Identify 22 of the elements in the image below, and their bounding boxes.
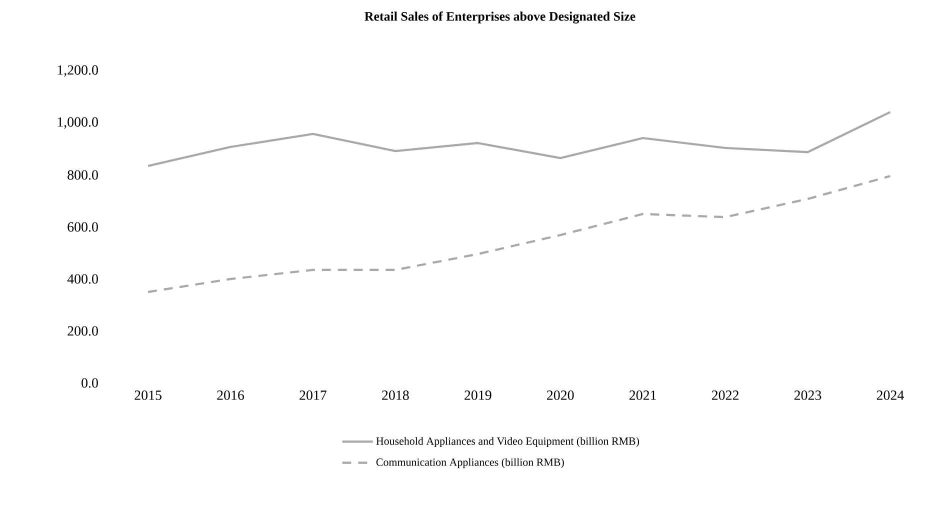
- line-series: [146, 110, 892, 167]
- y-tick-label: 600.0: [68, 222, 98, 232]
- legend-label: Household Appliances and Video Equipment (billion RMB): [376, 437, 640, 448]
- y-tick-label: 800.0: [68, 170, 98, 180]
- legend-label: Communication Appliances (billion RMB): [376, 458, 564, 468]
- x-tick-label: 2016: [217, 390, 244, 400]
- y-tick-label: 1,000.0: [58, 117, 98, 129]
- x-tick-label: 2018: [382, 390, 409, 400]
- y-tick-label: 1,200.0: [58, 65, 98, 77]
- y-tick-label: 0.0: [82, 378, 98, 388]
- y-tick-label: 200.0: [68, 326, 98, 336]
- x-tick-label: 2020: [547, 390, 574, 400]
- x-tick-label: 2021: [629, 390, 656, 400]
- x-tick-label: 2022: [712, 390, 738, 400]
- x-tick-label: 2024: [876, 390, 904, 400]
- x-tick-label: 2019: [464, 390, 492, 400]
- y-tick-label: 400.0: [67, 274, 98, 284]
- x-tick-label: 2023: [794, 390, 822, 400]
- chart-title: Retail Sales of Enterprises above Designated Size: [364, 12, 636, 24]
- x-tick-label: 2017: [300, 390, 327, 400]
- line-series: [146, 174, 892, 294]
- x-tick-label: 2015: [134, 390, 162, 400]
